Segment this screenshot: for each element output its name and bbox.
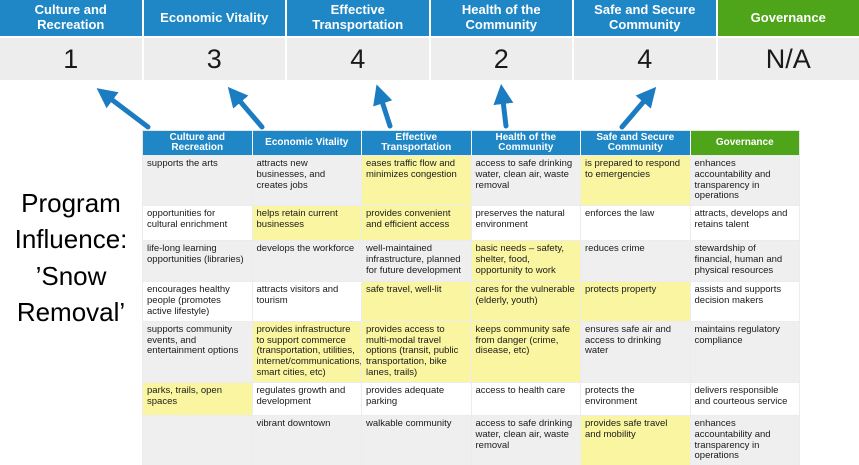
matrix-cell-r1-c5: is prepared to respond to emergencies — [580, 154, 691, 207]
matrix-header-4: Safe and Secure Community — [581, 131, 690, 155]
matrix-cell-r6-c3: provides adequate parking — [361, 381, 472, 416]
matrix-cell-r4-c6: assists and supports decision makers — [689, 281, 800, 322]
arrow-transportation-icon — [373, 84, 393, 129]
summary-score-3: 2 — [430, 38, 572, 80]
summary-header-4: Safe and Secure Community — [574, 0, 716, 36]
program-influence-title: Program Influence: ’Snow Removal’ — [0, 130, 142, 465]
matrix-header-0: Culture and Recreation — [143, 131, 252, 155]
matrix-cell-r5-c4: keeps community safe from danger (crime,… — [470, 320, 581, 383]
summary-score-4: 4 — [574, 38, 716, 80]
arrow-culture-icon — [96, 88, 151, 130]
matrix-cell-r4-c3: safe travel, well-lit — [361, 281, 472, 322]
matrix-cell-r1-c3: eases traffic flow and minimizes congest… — [361, 154, 472, 207]
summary-header-0: Culture and Recreation — [0, 0, 142, 36]
matrix-cell-r6-c1: parks, trails, open spaces — [142, 381, 253, 416]
matrix-cell-r2-c1: opportunities for cultural enrichment — [142, 205, 253, 242]
matrix-cell-r2-c4: preserves the natural environment — [470, 205, 581, 242]
matrix-cell-r7-c5: provides safe travel and mobility — [580, 414, 691, 465]
influence-matrix: Culture and Recreation Economic Vitality E… — [142, 130, 800, 465]
influence-arrows — [96, 84, 657, 130]
summary-score-2: 4 — [287, 38, 429, 80]
matrix-cell-r1-c4: access to safe drinking water, clean air… — [470, 154, 581, 207]
title-line-4: Removal’ — [16, 297, 126, 328]
arrow-economic-icon — [227, 86, 265, 130]
matrix-cell-r3-c3: well-maintained infrastructure, planned … — [361, 240, 472, 283]
summary-score-0: 1 — [0, 38, 142, 80]
matrix-cell-r5-c5: ensures safe air and access to drinking … — [580, 320, 691, 383]
content-row: Program Influence: ’Snow Removal’ Cultur… — [0, 130, 859, 465]
matrix-cell-r1-c1: supports the arts — [142, 154, 253, 207]
arrow-health-icon — [493, 84, 514, 129]
matrix-cell-r4-c5: protects property — [580, 281, 691, 322]
matrix-cell-r5-c3: provides access to multi-modal travel op… — [361, 320, 472, 383]
title-line-1: Program — [21, 188, 121, 218]
matrix-cell-r3-c1: life-long learning opportunities (librar… — [142, 240, 253, 283]
matrix-cell-r1-c6: enhances accountability and transparency… — [689, 154, 800, 207]
matrix-cell-r6-c6: delivers responsible and courteous servi… — [689, 381, 800, 416]
matrix-cell-r3-c2: develops the workforce — [251, 240, 362, 283]
matrix-header-3: Health of the Community — [471, 131, 580, 155]
summary-score-5: N/A — [717, 38, 859, 80]
matrix-cell-r6-c4: access to health care — [470, 381, 581, 416]
matrix-header-2: Effective Transportation — [362, 131, 471, 155]
matrix-cell-r2-c5: enforces the law — [580, 205, 691, 242]
matrix-cell-r7-c2: vibrant downtown — [251, 414, 362, 465]
summary-header-1: Economic Vitality — [143, 0, 285, 36]
matrix-cell-r7-c4: access to safe drinking water, clean air… — [470, 414, 581, 465]
matrix-header-1: Economic Vitality — [252, 131, 361, 155]
matrix-cell-r2-c3: provides convenient and efficient access — [361, 205, 472, 242]
arrow-safe-icon — [619, 86, 657, 130]
matrix-header-5: Governance — [690, 131, 799, 155]
summary-score-row: 1 3 4 2 4 N/A — [0, 38, 859, 80]
matrix-cell-r7-c6: enhances accountability and transparency… — [689, 414, 800, 465]
matrix-cell-r7-c1 — [142, 414, 253, 465]
matrix-cell-r7-c3: walkable community — [361, 414, 472, 465]
matrix-cell-r6-c5: protects the environment — [580, 381, 691, 416]
matrix-cell-r6-c2: regulates growth and development — [251, 381, 362, 416]
summary-band: Culture and Recreation Economic Vitality E… — [0, 0, 859, 80]
summary-header-3: Health of the Community — [430, 0, 572, 36]
summary-header-row: Culture and Recreation Economic Vitality E… — [0, 0, 859, 36]
matrix-cell-r2-c2: helps retain current businesses — [251, 205, 362, 242]
matrix-cell-r4-c1: encourages healthy people (promotes acti… — [142, 281, 253, 322]
matrix-cell-r3-c5: reduces crime — [580, 240, 691, 283]
matrix-cell-r5-c6: maintains regulatory compliance — [689, 320, 800, 383]
matrix-cell-r3-c4: basic needs – safety, shelter, food, opp… — [470, 240, 581, 283]
title-line-3: ’Snow — [35, 260, 107, 291]
summary-score-1: 3 — [143, 38, 285, 80]
summary-header-2: Effective Transportation — [287, 0, 429, 36]
matrix-cell-r4-c2: attracts visitors and tourism — [251, 281, 362, 322]
matrix-cell-r2-c6: attracts, develops and retains talent — [689, 205, 800, 242]
title-line-2: Influence: — [14, 224, 128, 255]
matrix-cell-r5-c2: provides infrastructure to support comme… — [251, 320, 362, 383]
matrix-cell-r4-c4: cares for the vulnerable (elderly, youth… — [470, 281, 581, 322]
matrix-cell-r1-c2: attracts new businesses, and creates job… — [251, 154, 362, 207]
matrix-cell-r5-c1: supports community events, and entertain… — [142, 320, 253, 383]
summary-header-5: Governance — [717, 0, 859, 36]
matrix-cell-r3-c6: stewardship of financial, human and phys… — [689, 240, 800, 283]
